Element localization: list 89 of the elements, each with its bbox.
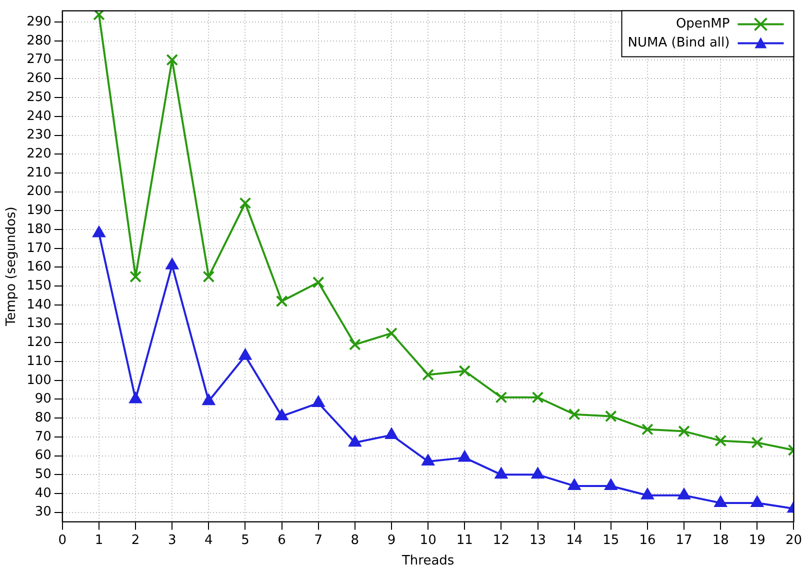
point — [458, 450, 471, 462]
point — [458, 365, 471, 377]
y-tick-label: 260 — [26, 71, 52, 86]
x-tick-label: 10 — [420, 532, 436, 548]
x-tick-label: 15 — [602, 532, 620, 548]
point — [678, 425, 690, 438]
y-tick-label: 280 — [26, 33, 52, 48]
point — [532, 468, 544, 479]
x-tick-label: 14 — [566, 532, 583, 548]
x-tick-label: 20 — [785, 532, 802, 548]
y-tick-label: 110 — [26, 354, 52, 369]
y-tick-label: 50 — [34, 467, 52, 482]
point — [166, 258, 178, 270]
y-axis-title: Tempo (segundos) — [4, 206, 20, 327]
x-tick-label: 7 — [314, 532, 323, 548]
point — [678, 488, 690, 500]
point — [750, 496, 764, 507]
point — [642, 423, 654, 436]
point — [568, 408, 580, 420]
x-tick-label: 6 — [278, 532, 286, 548]
point — [348, 436, 362, 447]
point — [312, 276, 324, 288]
y-tick-label: 30 — [34, 504, 52, 520]
point — [604, 478, 618, 490]
point — [93, 10, 105, 21]
point — [312, 396, 325, 408]
point — [385, 428, 398, 440]
y-tick-label: 170 — [26, 240, 52, 256]
x-tick-label: 8 — [350, 532, 360, 548]
y-tick-label: 240 — [26, 108, 52, 124]
y-tick-label: 120 — [26, 335, 52, 350]
point — [641, 488, 654, 500]
point — [386, 327, 398, 340]
x-tick-label: 13 — [529, 532, 546, 548]
point — [130, 270, 142, 283]
y-tick-label: 90 — [34, 392, 52, 407]
point — [422, 368, 434, 381]
y-tick-label: 230 — [26, 128, 52, 143]
x-tick-label: 5 — [241, 532, 250, 548]
point — [604, 410, 617, 422]
point — [239, 348, 252, 360]
y-tick-label: 80 — [34, 410, 52, 426]
y-tick-label: 40 — [34, 486, 52, 501]
y-tick-label: 160 — [26, 260, 52, 275]
y-tick-label: 150 — [26, 278, 52, 294]
point — [166, 54, 178, 66]
y-tick-label: 270 — [26, 52, 52, 68]
y-tick-label: 70 — [34, 429, 52, 444]
point — [129, 392, 142, 404]
point — [202, 394, 215, 406]
point — [422, 454, 434, 466]
point — [348, 338, 361, 351]
x-tick-label: 17 — [676, 532, 692, 548]
point — [276, 409, 288, 420]
y-tick-label: 290 — [26, 14, 52, 30]
point — [495, 468, 508, 479]
point — [239, 197, 252, 210]
y-tick-label: 200 — [26, 184, 52, 200]
x-tick-label: 4 — [204, 532, 213, 548]
y-tick-label: 190 — [26, 203, 52, 218]
x-tick-label: 9 — [387, 532, 396, 548]
x-tick-label: 19 — [748, 532, 766, 548]
y-tick-label: 180 — [26, 222, 52, 237]
point — [751, 436, 764, 449]
y-tick-label: 140 — [26, 297, 52, 312]
point — [495, 391, 508, 404]
y-tick-label: 100 — [26, 372, 52, 388]
x-tick-label: 18 — [712, 532, 729, 548]
y-tick-label: 250 — [26, 90, 52, 105]
x-tick-label: 3 — [168, 532, 176, 548]
x-tick-label: 0 — [58, 532, 67, 548]
point — [532, 391, 544, 404]
x-axis-title: Threads — [400, 554, 454, 569]
x-tick-label: 12 — [492, 532, 510, 548]
x-tick-label: 1 — [94, 532, 104, 548]
legend-label: NUMA (Bind all) — [628, 36, 730, 51]
legend-label: OpenMP — [676, 16, 730, 32]
point — [714, 434, 727, 447]
y-tick-label: 60 — [34, 448, 52, 464]
point — [276, 295, 288, 308]
point — [568, 478, 581, 490]
y-tick-label: 210 — [26, 165, 52, 180]
point — [714, 496, 727, 507]
x-tick-label: 2 — [131, 532, 140, 548]
x-tick-label: 16 — [639, 532, 656, 548]
y-tick-label: 130 — [26, 316, 52, 332]
x-tick-label: 11 — [456, 532, 473, 548]
point — [202, 270, 215, 283]
y-tick-label: 220 — [26, 146, 52, 162]
